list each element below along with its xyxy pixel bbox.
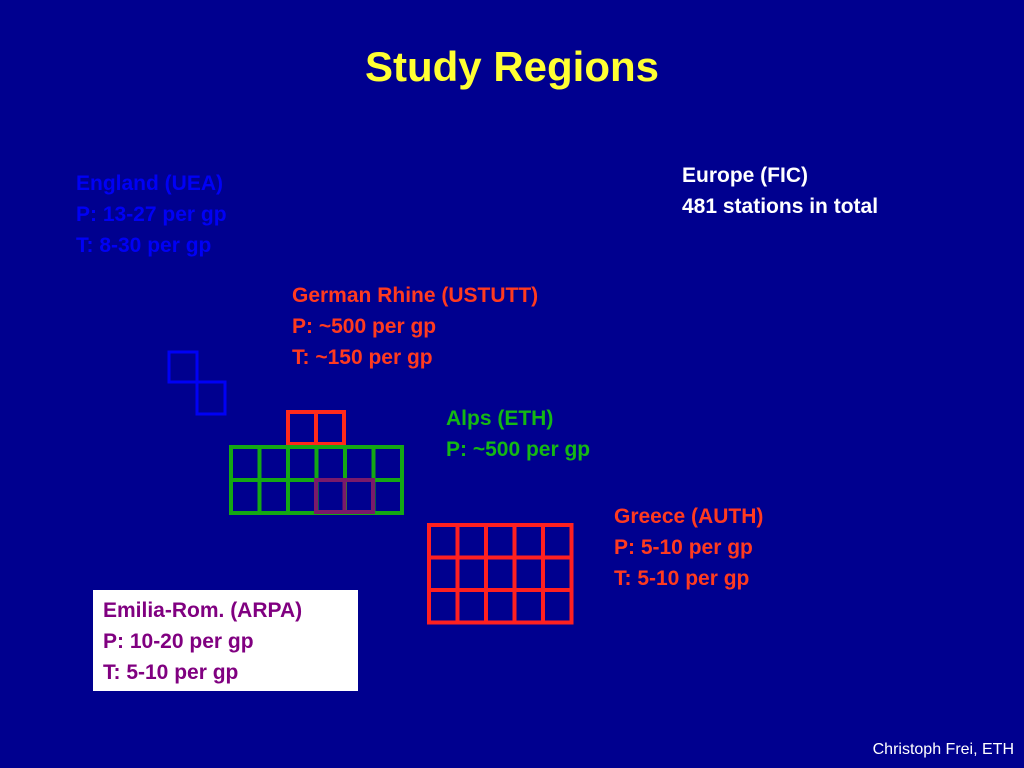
england-grid — [167, 350, 227, 416]
alps-grid-cell — [257, 478, 290, 515]
europe-label: Europe (FIC) 481 stations in total — [682, 160, 878, 222]
rhine-label: German Rhine (USTUTT) P: ~500 per gp T: … — [292, 280, 538, 373]
emilia-label-line-2: P: 10-20 per gp — [103, 630, 254, 653]
england-label-line-3: T: 8-30 per gp — [76, 234, 212, 257]
england-grid-cell — [167, 350, 199, 384]
greece-grid-cell — [512, 555, 545, 592]
emilia-grid-cell — [342, 478, 375, 514]
greece-grid-cell — [455, 523, 488, 560]
greece-grid-cell — [512, 523, 545, 560]
rhine-grid — [286, 410, 346, 446]
alps-label: Alps (ETH) P: ~500 per gp — [446, 403, 590, 465]
greece-grid-cell — [541, 555, 574, 592]
greece-grid-cell — [427, 555, 460, 592]
greece-grid-cell — [541, 588, 574, 625]
emilia-grid — [314, 478, 375, 514]
alps-grid-cell — [229, 478, 262, 515]
greece-grid-cell — [541, 523, 574, 560]
alps-label-line-1: Alps (ETH) — [446, 407, 554, 430]
greece-grid-cell — [512, 588, 545, 625]
england-label: England (UEA) P: 13-27 per gp T: 8-30 pe… — [76, 168, 227, 261]
greece-grid-cell — [455, 555, 488, 592]
slide-title: Study Regions — [364, 43, 660, 90]
alps-grid-cell — [257, 445, 290, 482]
england-label-line-1: England (UEA) — [76, 172, 223, 195]
emilia-label: Emilia-Rom. (ARPA) P: 10-20 per gp T: 5-… — [103, 595, 358, 688]
greece-grid-cell — [427, 523, 460, 560]
alps-grid-cell — [343, 445, 376, 482]
greece-label: Greece (AUTH) P: 5-10 per gp T: 5-10 per… — [614, 501, 763, 594]
alps-grid-cell — [371, 445, 404, 482]
greece-grid-cell — [455, 588, 488, 625]
greece-grid-cell — [427, 588, 460, 625]
greece-grid-cell — [484, 588, 517, 625]
rhine-label-line-1: German Rhine (USTUTT) — [292, 284, 539, 307]
greece-label-line-3: T: 5-10 per gp — [614, 567, 750, 590]
rhine-grid-cell — [286, 410, 318, 446]
greece-grid — [427, 523, 574, 625]
alps-grid-cell — [371, 478, 404, 515]
europe-label-line-1: Europe (FIC) — [682, 164, 808, 187]
alps-grid-cell — [343, 478, 376, 515]
greece-label-line-2: P: 5-10 per gp — [614, 536, 753, 559]
rhine-grid-cell — [314, 410, 346, 446]
emilia-label-line-3: T: 5-10 per gp — [103, 661, 239, 684]
europe-label-line-2: 481 stations in total — [682, 195, 879, 218]
rhine-label-line-3: T: ~150 per gp — [292, 346, 433, 369]
alps-grid-cell — [286, 445, 319, 482]
alps-grid-cell — [229, 445, 262, 482]
alps-grid-cell — [314, 445, 347, 482]
greece-grid-cell — [484, 523, 517, 560]
alps-label-line-2: P: ~500 per gp — [446, 438, 591, 461]
alps-grid-cell — [314, 478, 347, 515]
author-credit: Christoph Frei, ETH — [872, 741, 1014, 758]
greece-grid-cell — [484, 555, 517, 592]
rhine-label-line-2: P: ~500 per gp — [292, 315, 437, 338]
england-grid-cell — [195, 380, 227, 416]
emilia-label-box: Emilia-Rom. (ARPA) P: 10-20 per gp T: 5-… — [93, 590, 358, 691]
greece-label-line-1: Greece (AUTH) — [614, 505, 764, 528]
alps-grid-cell — [286, 478, 319, 515]
england-label-line-2: P: 13-27 per gp — [76, 203, 227, 226]
emilia-label-line-1: Emilia-Rom. (ARPA) — [103, 599, 303, 622]
emilia-grid-cell — [314, 478, 347, 514]
